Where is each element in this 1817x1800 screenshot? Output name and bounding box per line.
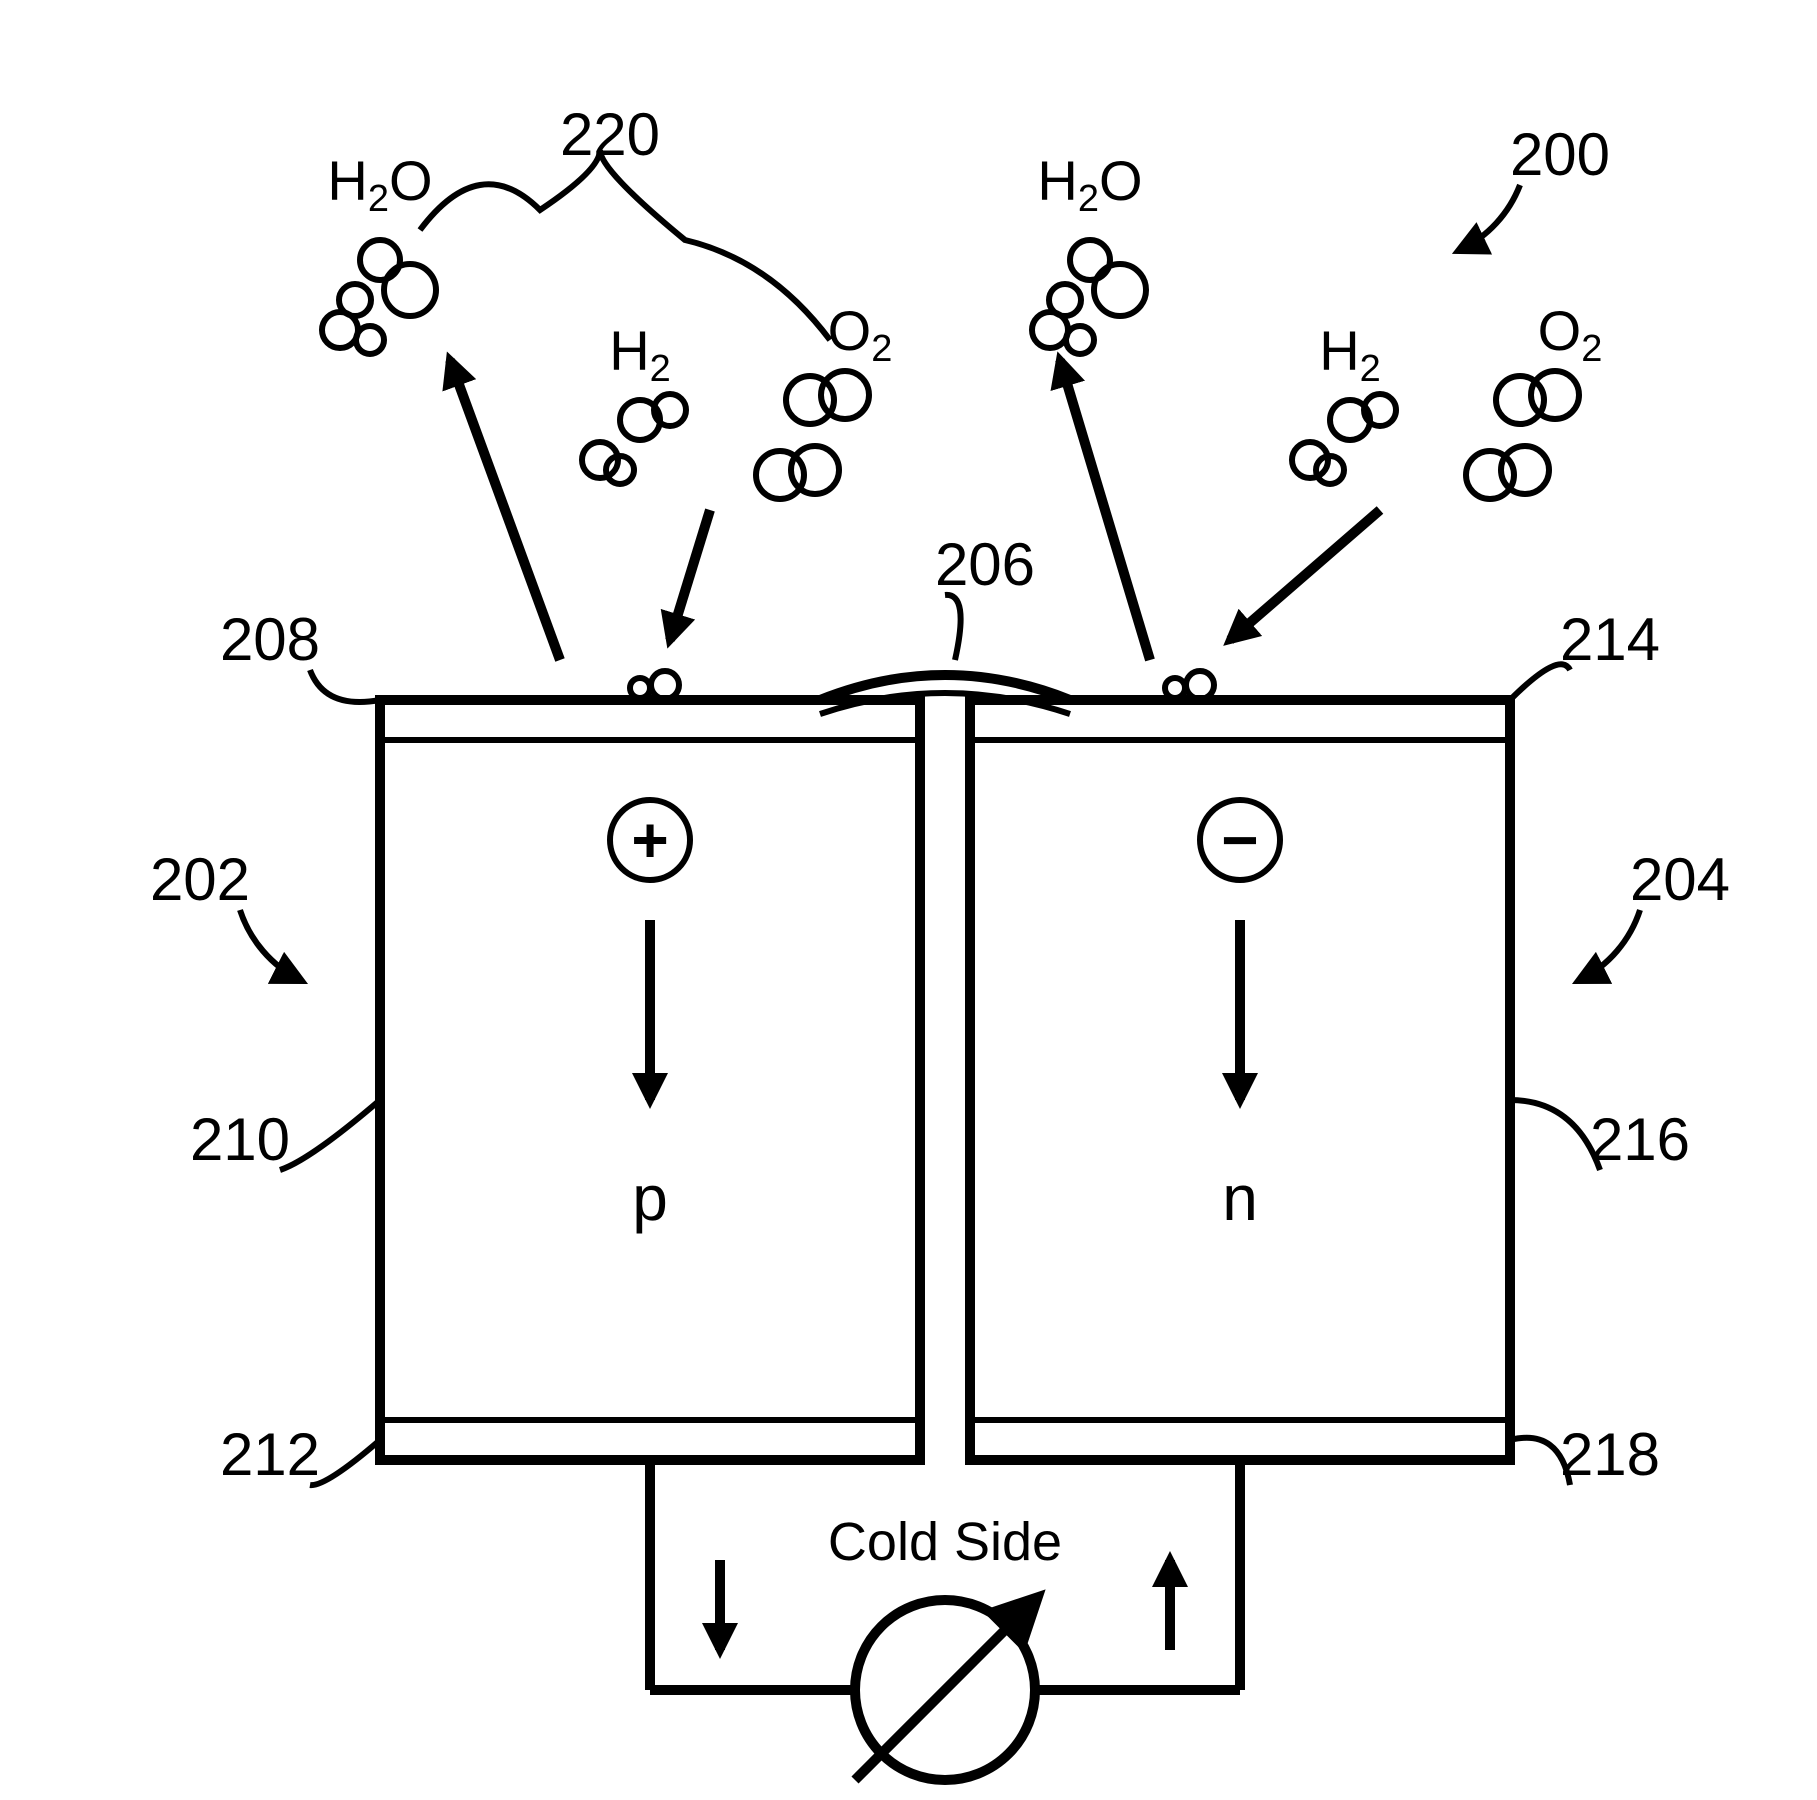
ref-arc-204 <box>1580 910 1640 980</box>
chem-h2o-left: H2O <box>327 149 432 220</box>
gas-arrow-left-down <box>670 510 710 640</box>
h2o-right-1 <box>1094 264 1146 316</box>
ref-212: 212 <box>220 1421 320 1488</box>
p-label: p <box>632 1162 668 1234</box>
chem-o2-right: O2 <box>1538 299 1603 370</box>
surface-dot-right-0 <box>1165 678 1185 698</box>
plus-sign-glyph: + <box>631 804 668 876</box>
h2o-right-4 <box>1066 326 1094 354</box>
ref-200: 200 <box>1510 121 1610 188</box>
o2-right-1 <box>1531 371 1579 419</box>
ref-220: 220 <box>560 101 660 168</box>
h2o-left-0 <box>360 240 400 280</box>
cold-side-label: Cold Side <box>828 1512 1062 1572</box>
o2-right-3 <box>1501 446 1549 494</box>
o2-left-3 <box>791 446 839 494</box>
gas-arrow-left-up <box>450 360 560 660</box>
ref-204: 204 <box>1630 846 1730 913</box>
ref-214: 214 <box>1560 606 1660 673</box>
ref-arc-202 <box>240 910 300 980</box>
h2o-left-3 <box>322 312 358 348</box>
h2o-right-0 <box>1070 240 1110 280</box>
brace-220 <box>420 150 830 340</box>
ref-lead-210 <box>280 1100 380 1170</box>
surface-dot-right-1 <box>1186 671 1214 699</box>
h2o-left-1 <box>384 264 436 316</box>
chem-h2-right: H2 <box>1319 319 1381 390</box>
n-label: n <box>1222 1162 1258 1234</box>
surface-dot-left-0 <box>630 678 650 698</box>
ref-216: 216 <box>1590 1106 1690 1173</box>
minus-sign-glyph: − <box>1221 804 1258 876</box>
o2-left-1 <box>821 371 869 419</box>
ref-218: 218 <box>1560 1421 1660 1488</box>
ref-lead-216 <box>1510 1100 1600 1170</box>
chem-h2o-right: H2O <box>1037 149 1142 220</box>
gas-arrow-right-down <box>1230 510 1380 640</box>
ref-lead-212 <box>310 1440 380 1485</box>
ref-202: 202 <box>150 846 250 913</box>
chem-h2-left: H2 <box>609 319 671 390</box>
ref-208: 208 <box>220 606 320 673</box>
gas-arrow-right-up <box>1060 360 1150 660</box>
ref-206: 206 <box>935 531 1035 598</box>
ref-210: 210 <box>190 1106 290 1173</box>
chem-o2-left: O2 <box>828 299 893 370</box>
surface-dot-left-1 <box>651 671 679 699</box>
ref-arc-200 <box>1460 185 1520 250</box>
ref-lead-208 <box>310 670 380 702</box>
h2o-right-3 <box>1032 312 1068 348</box>
ref-lead-206 <box>945 595 961 660</box>
h2o-left-4 <box>356 326 384 354</box>
